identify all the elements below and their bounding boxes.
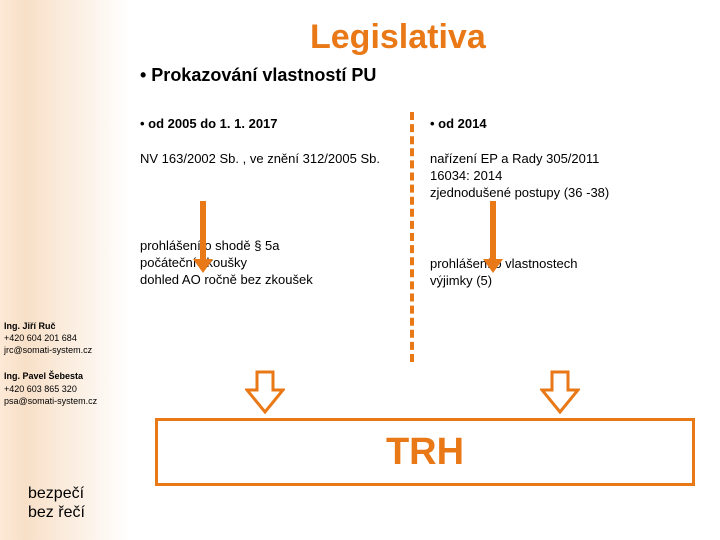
sidebar: Ing. Jiří Ruč +420 604 201 684 jrc@somat… — [0, 0, 130, 540]
trh-box: TRH — [155, 418, 695, 486]
contact-2: Ing. Pavel Šebesta +420 603 865 320 psa@… — [4, 370, 126, 406]
right-down-arrow — [490, 201, 496, 271]
right-column: • od 2014 nařízení EP a Rady 305/2011 16… — [430, 116, 690, 329]
two-columns: • od 2005 do 1. 1. 2017 NV 163/2002 Sb. … — [140, 116, 700, 376]
block-arrow-left — [245, 370, 285, 412]
left-block-2: prohlášení o shodě § 5a počáteční zkoušk… — [140, 238, 400, 289]
contact-1: Ing. Jiří Ruč +420 604 201 684 jrc@somat… — [4, 320, 126, 356]
tagline: bezpečí bez řečí — [28, 485, 85, 522]
left-block-1: NV 163/2002 Sb. , ve znění 312/2005 Sb. — [140, 151, 400, 168]
block-arrow-right — [540, 370, 580, 412]
right-block-2: prohlášení o vlastnostech výjimky (5) — [430, 256, 690, 290]
subtitle: • Prokazování vlastností PU — [140, 65, 720, 86]
right-heading: • od 2014 — [430, 116, 690, 131]
tagline-line1: bezpečí — [28, 485, 85, 503]
tagline-line2: bez řečí — [28, 504, 85, 522]
contact-1-email: jrc@somati-system.cz — [4, 344, 126, 356]
trh-label: TRH — [386, 431, 464, 474]
column-divider — [410, 112, 414, 362]
contact-2-name: Ing. Pavel Šebesta — [4, 370, 126, 382]
contact-1-name: Ing. Jiří Ruč — [4, 320, 126, 332]
contact-1-phone: +420 604 201 684 — [4, 332, 126, 344]
left-heading: • od 2005 do 1. 1. 2017 — [140, 116, 400, 131]
right-block-1: nařízení EP a Rady 305/2011 16034: 2014 … — [430, 151, 690, 202]
page-title: Legislativa — [310, 18, 720, 57]
left-column: • od 2005 do 1. 1. 2017 NV 163/2002 Sb. … — [140, 116, 400, 329]
contact-2-phone: +420 603 865 320 — [4, 383, 126, 395]
left-down-arrow — [200, 201, 206, 271]
contact-2-email: psa@somati-system.cz — [4, 395, 126, 407]
